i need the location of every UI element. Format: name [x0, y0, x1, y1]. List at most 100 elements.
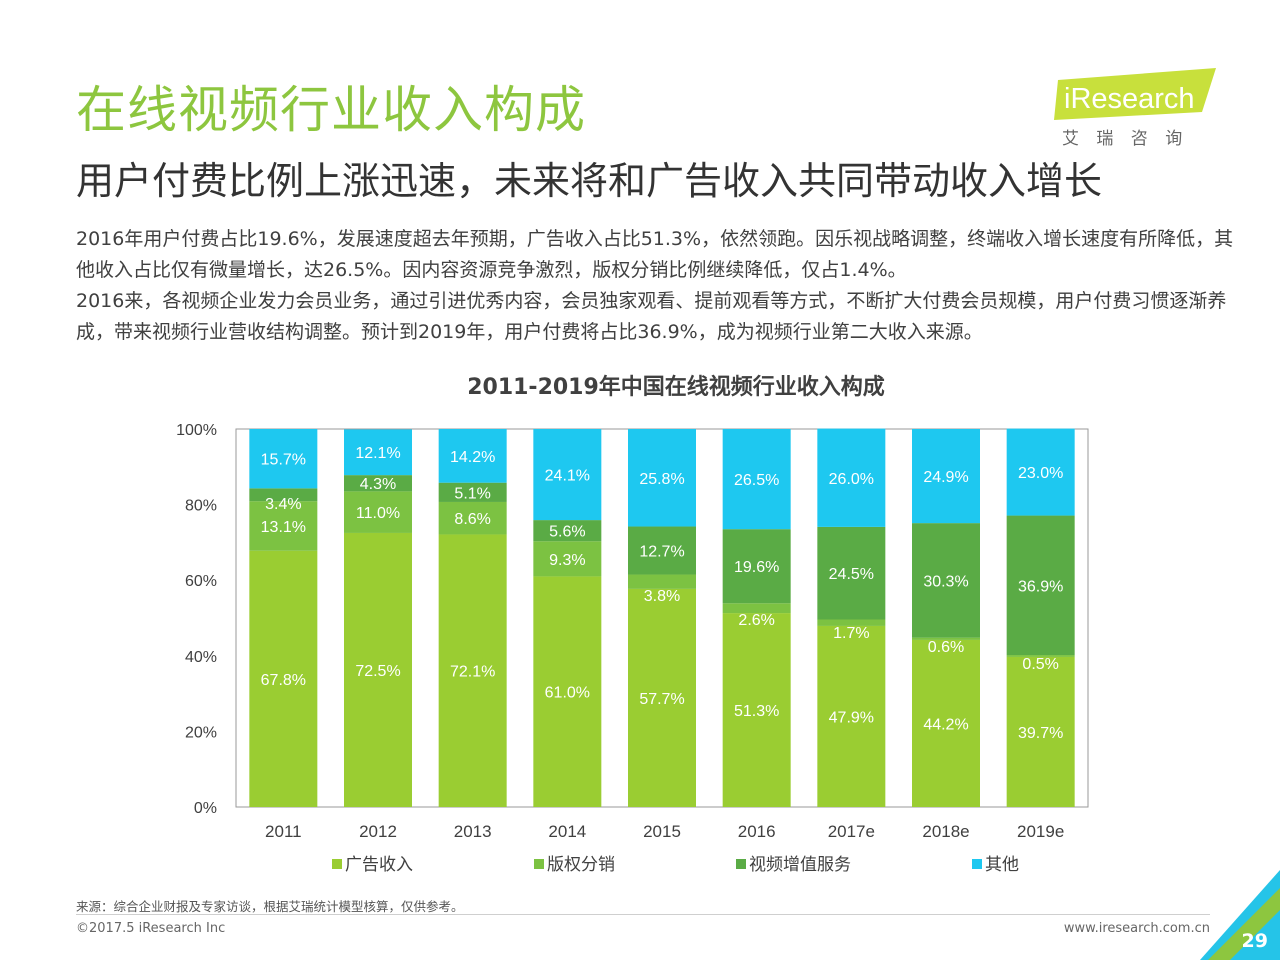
data-label: 12.1%	[355, 445, 400, 462]
data-label: 24.5%	[829, 566, 874, 583]
bar-segment	[533, 541, 602, 577]
data-label: 61.0%	[545, 685, 590, 702]
legend-swatch	[972, 859, 982, 869]
x-tick-label: 2013	[454, 822, 492, 841]
data-label: 5.6%	[549, 524, 585, 541]
data-label: 13.1%	[261, 519, 306, 536]
bar-segment	[722, 429, 791, 530]
bar-segment	[722, 603, 791, 614]
bar-segment	[628, 429, 696, 527]
bar-segment	[344, 491, 412, 533]
bar-segment	[438, 482, 507, 502]
bar-segment	[344, 429, 412, 476]
body-paragraph-2: 2016来，各视频企业发力会员业务，通过引进优秀内容，会员独家观看、提前观看等方…	[76, 290, 1227, 343]
bar-segment	[249, 550, 318, 807]
bar-segment	[249, 501, 318, 551]
x-tick-label: 2014	[548, 822, 586, 841]
x-tick-label: 2011	[265, 822, 302, 841]
y-tick-label: 40%	[185, 649, 217, 666]
bar-segment	[438, 501, 507, 535]
logo-text: iResearch	[1064, 83, 1195, 115]
data-label: 3.8%	[644, 588, 680, 605]
copyright: ©2017.5 iResearch Inc	[76, 921, 226, 936]
bar-segment	[912, 637, 980, 640]
bar-segment	[817, 526, 886, 620]
y-tick-label: 0%	[194, 800, 217, 817]
data-label: 30.3%	[923, 573, 968, 590]
y-tick-label: 60%	[185, 573, 217, 590]
bar-segment	[438, 429, 507, 483]
legend-swatch	[332, 859, 342, 869]
data-label: 9.3%	[549, 552, 585, 569]
data-label: 3.4%	[265, 496, 301, 513]
data-label: 36.9%	[1018, 578, 1063, 595]
source-note: 来源：综合企业财报及专家访谈，根据艾瑞统计模型核算，仅供参考。	[76, 899, 464, 914]
data-label: 1.7%	[833, 625, 869, 642]
bar-segment	[722, 613, 791, 807]
body-text: 2016年用户付费占比19.6%，发展速度超去年预期，广告收入占比51.3%，依…	[76, 224, 1241, 348]
data-label: 8.6%	[454, 511, 490, 528]
data-label: 15.7%	[261, 452, 306, 469]
bar-segment	[1006, 515, 1075, 656]
bar-segment	[912, 429, 980, 524]
legend-label: 其他	[985, 855, 1019, 875]
bar-segment	[628, 574, 696, 589]
bar-segment	[817, 619, 886, 626]
bar-segment	[628, 526, 696, 575]
data-label: 2.6%	[738, 612, 774, 629]
legend-label: 视频增值服务	[749, 855, 851, 875]
legend-swatch	[534, 859, 544, 869]
data-label: 26.0%	[829, 471, 874, 488]
x-tick-label: 2018e	[922, 822, 969, 841]
y-tick-label: 80%	[185, 498, 217, 515]
data-label: 39.7%	[1018, 725, 1063, 742]
data-label: 57.7%	[639, 691, 684, 708]
bar-segment	[912, 523, 980, 638]
bar-segment	[817, 428, 886, 527]
bar-segment	[628, 588, 696, 807]
page-subtitle: 用户付费比例上涨迅速，未来将和广告收入共同带动收入增长	[76, 159, 1103, 203]
legend-label: 版权分销	[547, 855, 615, 875]
bar-segment	[817, 625, 886, 807]
logo-background	[1054, 68, 1216, 120]
data-label: 51.3%	[734, 703, 779, 720]
body-paragraph-1: 2016年用户付费占比19.6%，发展速度超去年预期，广告收入占比51.3%，依…	[76, 228, 1234, 281]
bar-segment	[1006, 428, 1075, 516]
data-label: 4.3%	[360, 476, 396, 493]
data-label: 12.7%	[639, 544, 684, 561]
page-title: 在线视频行业收入构成	[76, 81, 586, 139]
data-label: 23.0%	[1018, 465, 1063, 482]
bar-segment	[249, 488, 318, 502]
revenue-chart: 2011-2019年中国在线视频行业收入构成 0% 20% 40% 60% 80% 100%…	[176, 374, 1089, 875]
legend-swatch	[736, 859, 746, 869]
bar-segment	[722, 529, 791, 604]
bar-segment	[438, 534, 507, 807]
bar-segment	[344, 532, 412, 807]
data-label: 26.5%	[734, 472, 779, 489]
bar-segment	[344, 475, 412, 492]
data-label: 19.6%	[734, 559, 779, 576]
data-label: 11.0%	[356, 505, 400, 522]
page-number: 29	[1241, 930, 1268, 952]
data-label: 72.5%	[355, 663, 400, 680]
data-label: 14.2%	[450, 449, 495, 466]
x-tick-label: 2016	[738, 822, 776, 841]
x-tick-label: 2017e	[828, 822, 875, 841]
data-label: 25.8%	[639, 471, 684, 488]
website-link[interactable]: www.iresearch.com.cn	[1063, 921, 1210, 936]
y-tick-label: 20%	[185, 724, 217, 741]
data-label: 72.1%	[450, 664, 495, 681]
x-tick-label: 2012	[359, 822, 397, 841]
corner-decoration	[1200, 870, 1280, 960]
bar-segment	[912, 639, 980, 807]
bar-segment	[1006, 656, 1075, 807]
bar-segment	[533, 429, 602, 521]
footer-divider	[76, 914, 1210, 915]
bar-segment	[1006, 655, 1075, 657]
logo-cn-text: 艾 瑞 咨 询	[1062, 129, 1188, 149]
legend-label: 广告收入	[345, 855, 413, 875]
bar-segment	[533, 520, 602, 542]
data-label: 44.2%	[923, 716, 968, 733]
chart-title: 2011-2019年中国在线视频行业收入构成	[467, 374, 885, 400]
data-label: 0.6%	[928, 639, 964, 656]
